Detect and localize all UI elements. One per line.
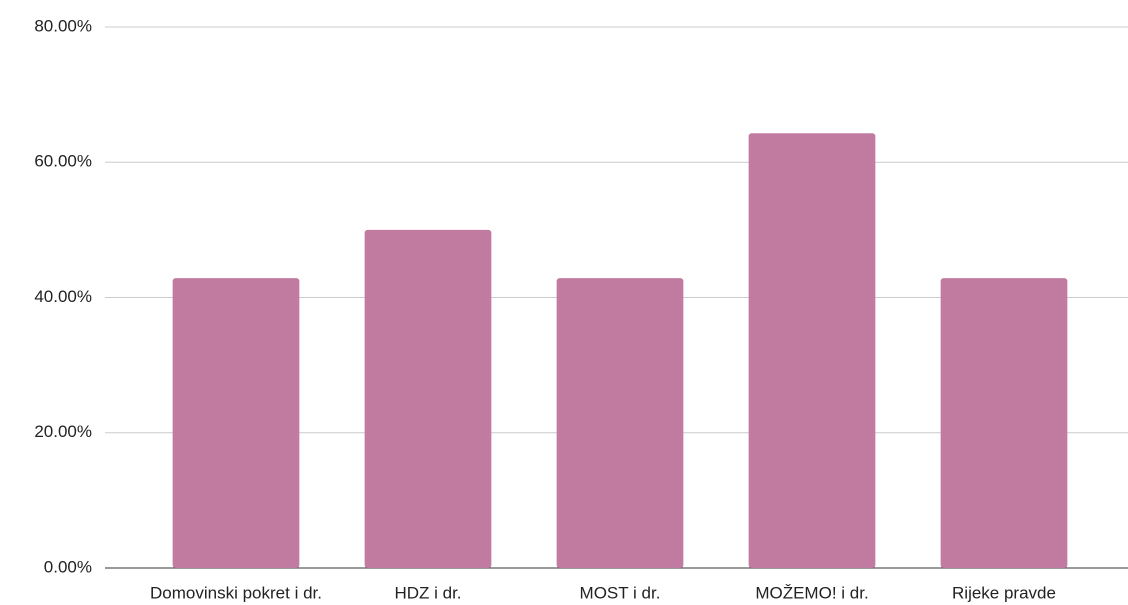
x-tick-label: MOST i dr. (580, 583, 661, 602)
y-tick-label: 80.00% (34, 16, 92, 35)
y-tick-label: 60.00% (34, 152, 92, 171)
y-tick-label: 40.00% (34, 287, 92, 306)
x-tick-label: Domovinski pokret i dr. (150, 583, 322, 602)
y-tick-label: 20.00% (34, 422, 92, 441)
bar (172, 278, 300, 568)
y-tick-label: 0.00% (44, 557, 92, 576)
bar (748, 133, 876, 568)
bar (556, 278, 684, 568)
x-tick-label: HDZ i dr. (394, 583, 461, 602)
bar (940, 278, 1068, 568)
x-tick-label: MOŽEMO! i dr. (755, 583, 868, 602)
x-tick-label: Rijeke pravde (952, 583, 1056, 602)
bar (364, 229, 492, 568)
